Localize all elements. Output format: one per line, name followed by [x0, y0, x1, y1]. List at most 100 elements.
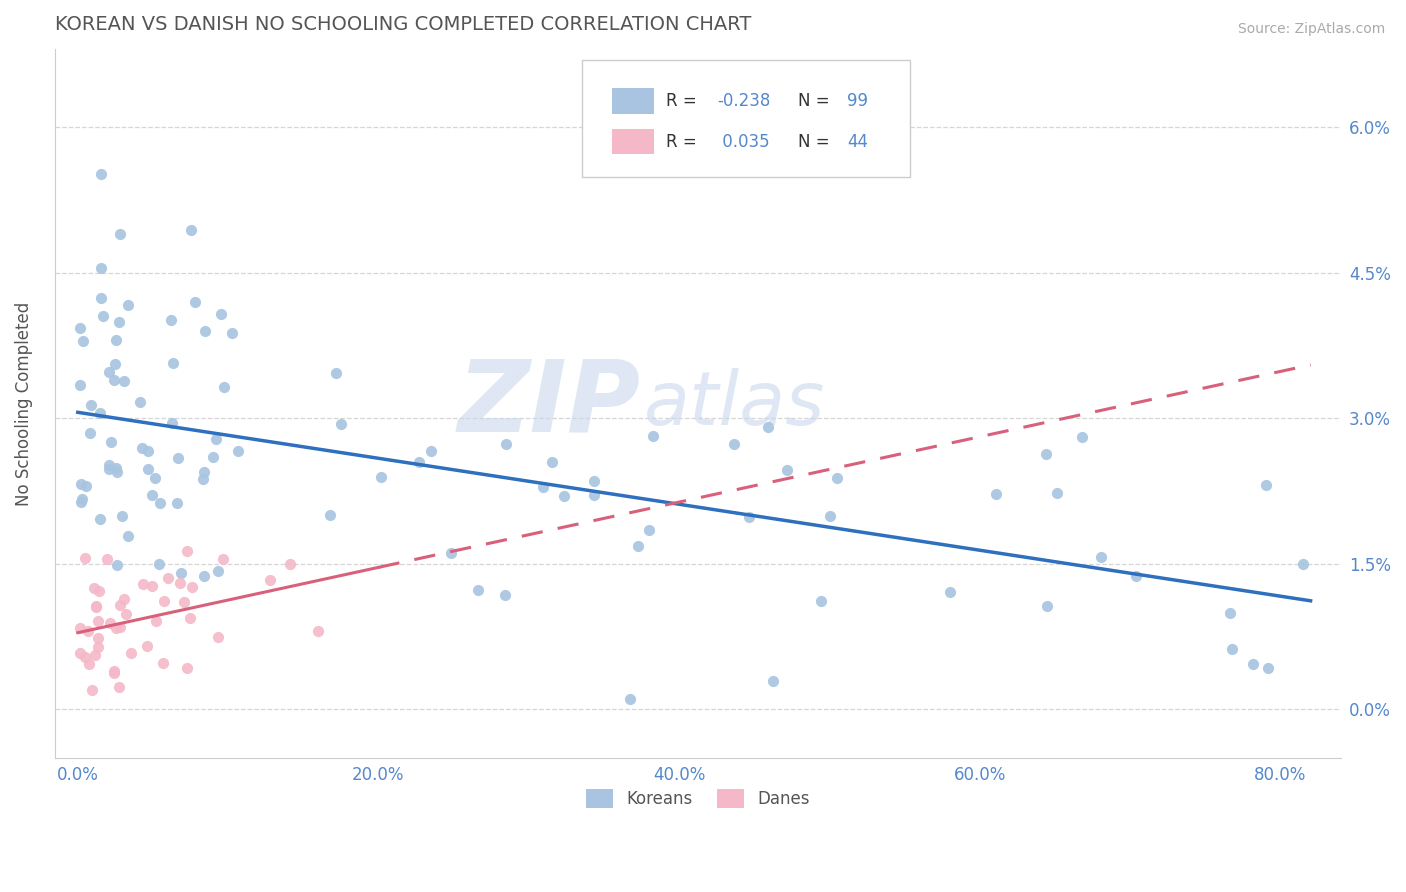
Point: [90, 167, 112, 181]
Point: [160, 313, 183, 327]
Y-axis label: No Schooling Completed: No Schooling Completed: [15, 301, 32, 506]
Point: [776, 463, 799, 477]
Point: [201, 450, 224, 464]
Point: [211, 552, 233, 566]
Text: R =: R =: [666, 133, 702, 151]
Point: [141, 579, 163, 593]
Point: [104, 357, 127, 371]
Point: [91, 309, 114, 323]
Point: [86, 640, 108, 655]
Point: [939, 585, 962, 599]
Point: [762, 674, 785, 689]
Point: [103, 373, 125, 387]
Point: [136, 639, 159, 653]
Point: [259, 573, 281, 587]
Point: [531, 480, 554, 494]
Point: [69, 647, 91, 661]
Point: [1254, 477, 1277, 491]
Point: [90, 261, 112, 276]
Point: [143, 471, 166, 485]
Point: [107, 315, 129, 329]
Point: [1036, 599, 1059, 614]
Point: [440, 546, 463, 560]
Point: [278, 557, 301, 571]
Point: [228, 444, 250, 458]
Point: [166, 496, 188, 510]
Point: [494, 588, 516, 602]
Point: [84, 599, 107, 614]
Point: [98, 462, 121, 476]
Point: [117, 529, 139, 543]
Point: [108, 227, 131, 241]
Point: [105, 333, 128, 347]
Point: [77, 624, 100, 639]
Point: [205, 433, 228, 447]
Point: [180, 222, 202, 236]
Point: [73, 649, 96, 664]
Point: [79, 425, 101, 440]
Point: [1090, 549, 1112, 564]
Point: [467, 582, 489, 597]
Text: atlas: atlas: [644, 368, 825, 440]
Point: [827, 471, 849, 485]
Point: [132, 576, 155, 591]
Point: [108, 598, 131, 612]
Point: [619, 692, 641, 706]
Point: [180, 580, 202, 594]
Point: [419, 444, 441, 458]
Point: [75, 479, 97, 493]
Point: [1257, 661, 1279, 675]
Point: [87, 631, 110, 645]
Point: [173, 594, 195, 608]
Point: [98, 616, 121, 631]
Point: [89, 512, 111, 526]
Point: [329, 417, 352, 431]
Point: [553, 489, 575, 503]
Point: [810, 594, 832, 608]
Point: [114, 375, 136, 389]
Point: [582, 475, 605, 489]
Point: [325, 367, 347, 381]
Point: [169, 575, 191, 590]
Point: [100, 434, 122, 449]
Point: [207, 630, 229, 644]
Point: [408, 455, 430, 469]
Point: [157, 571, 180, 585]
Point: [89, 406, 111, 420]
Text: Source: ZipAtlas.com: Source: ZipAtlas.com: [1237, 22, 1385, 37]
Point: [193, 569, 215, 583]
Point: [80, 398, 103, 412]
Legend: Koreans, Danes: Koreans, Danes: [578, 780, 818, 816]
Point: [120, 647, 142, 661]
Point: [112, 592, 135, 607]
Point: [153, 593, 176, 607]
Point: [83, 581, 105, 595]
Point: [103, 665, 125, 679]
Point: [209, 307, 232, 321]
Point: [984, 487, 1007, 501]
Point: [96, 551, 118, 566]
Point: [307, 624, 329, 639]
Point: [70, 491, 93, 506]
Point: [319, 508, 342, 522]
Point: [1035, 447, 1057, 461]
Point: [115, 607, 138, 621]
Point: [176, 661, 198, 675]
Point: [117, 298, 139, 312]
Text: 44: 44: [846, 133, 868, 151]
Text: KOREAN VS DANISH NO SCHOOLING COMPLETED CORRELATION CHART: KOREAN VS DANISH NO SCHOOLING COMPLETED …: [55, 15, 752, 34]
Point: [69, 377, 91, 392]
Point: [145, 614, 167, 628]
Point: [148, 557, 170, 571]
Point: [207, 564, 229, 578]
Point: [1241, 657, 1264, 671]
Point: [162, 356, 184, 370]
Point: [818, 509, 841, 524]
Point: [103, 666, 125, 681]
FancyBboxPatch shape: [582, 60, 910, 177]
Point: [194, 324, 217, 338]
Point: [638, 523, 661, 537]
Point: [131, 441, 153, 455]
Point: [111, 508, 134, 523]
Point: [627, 539, 650, 553]
